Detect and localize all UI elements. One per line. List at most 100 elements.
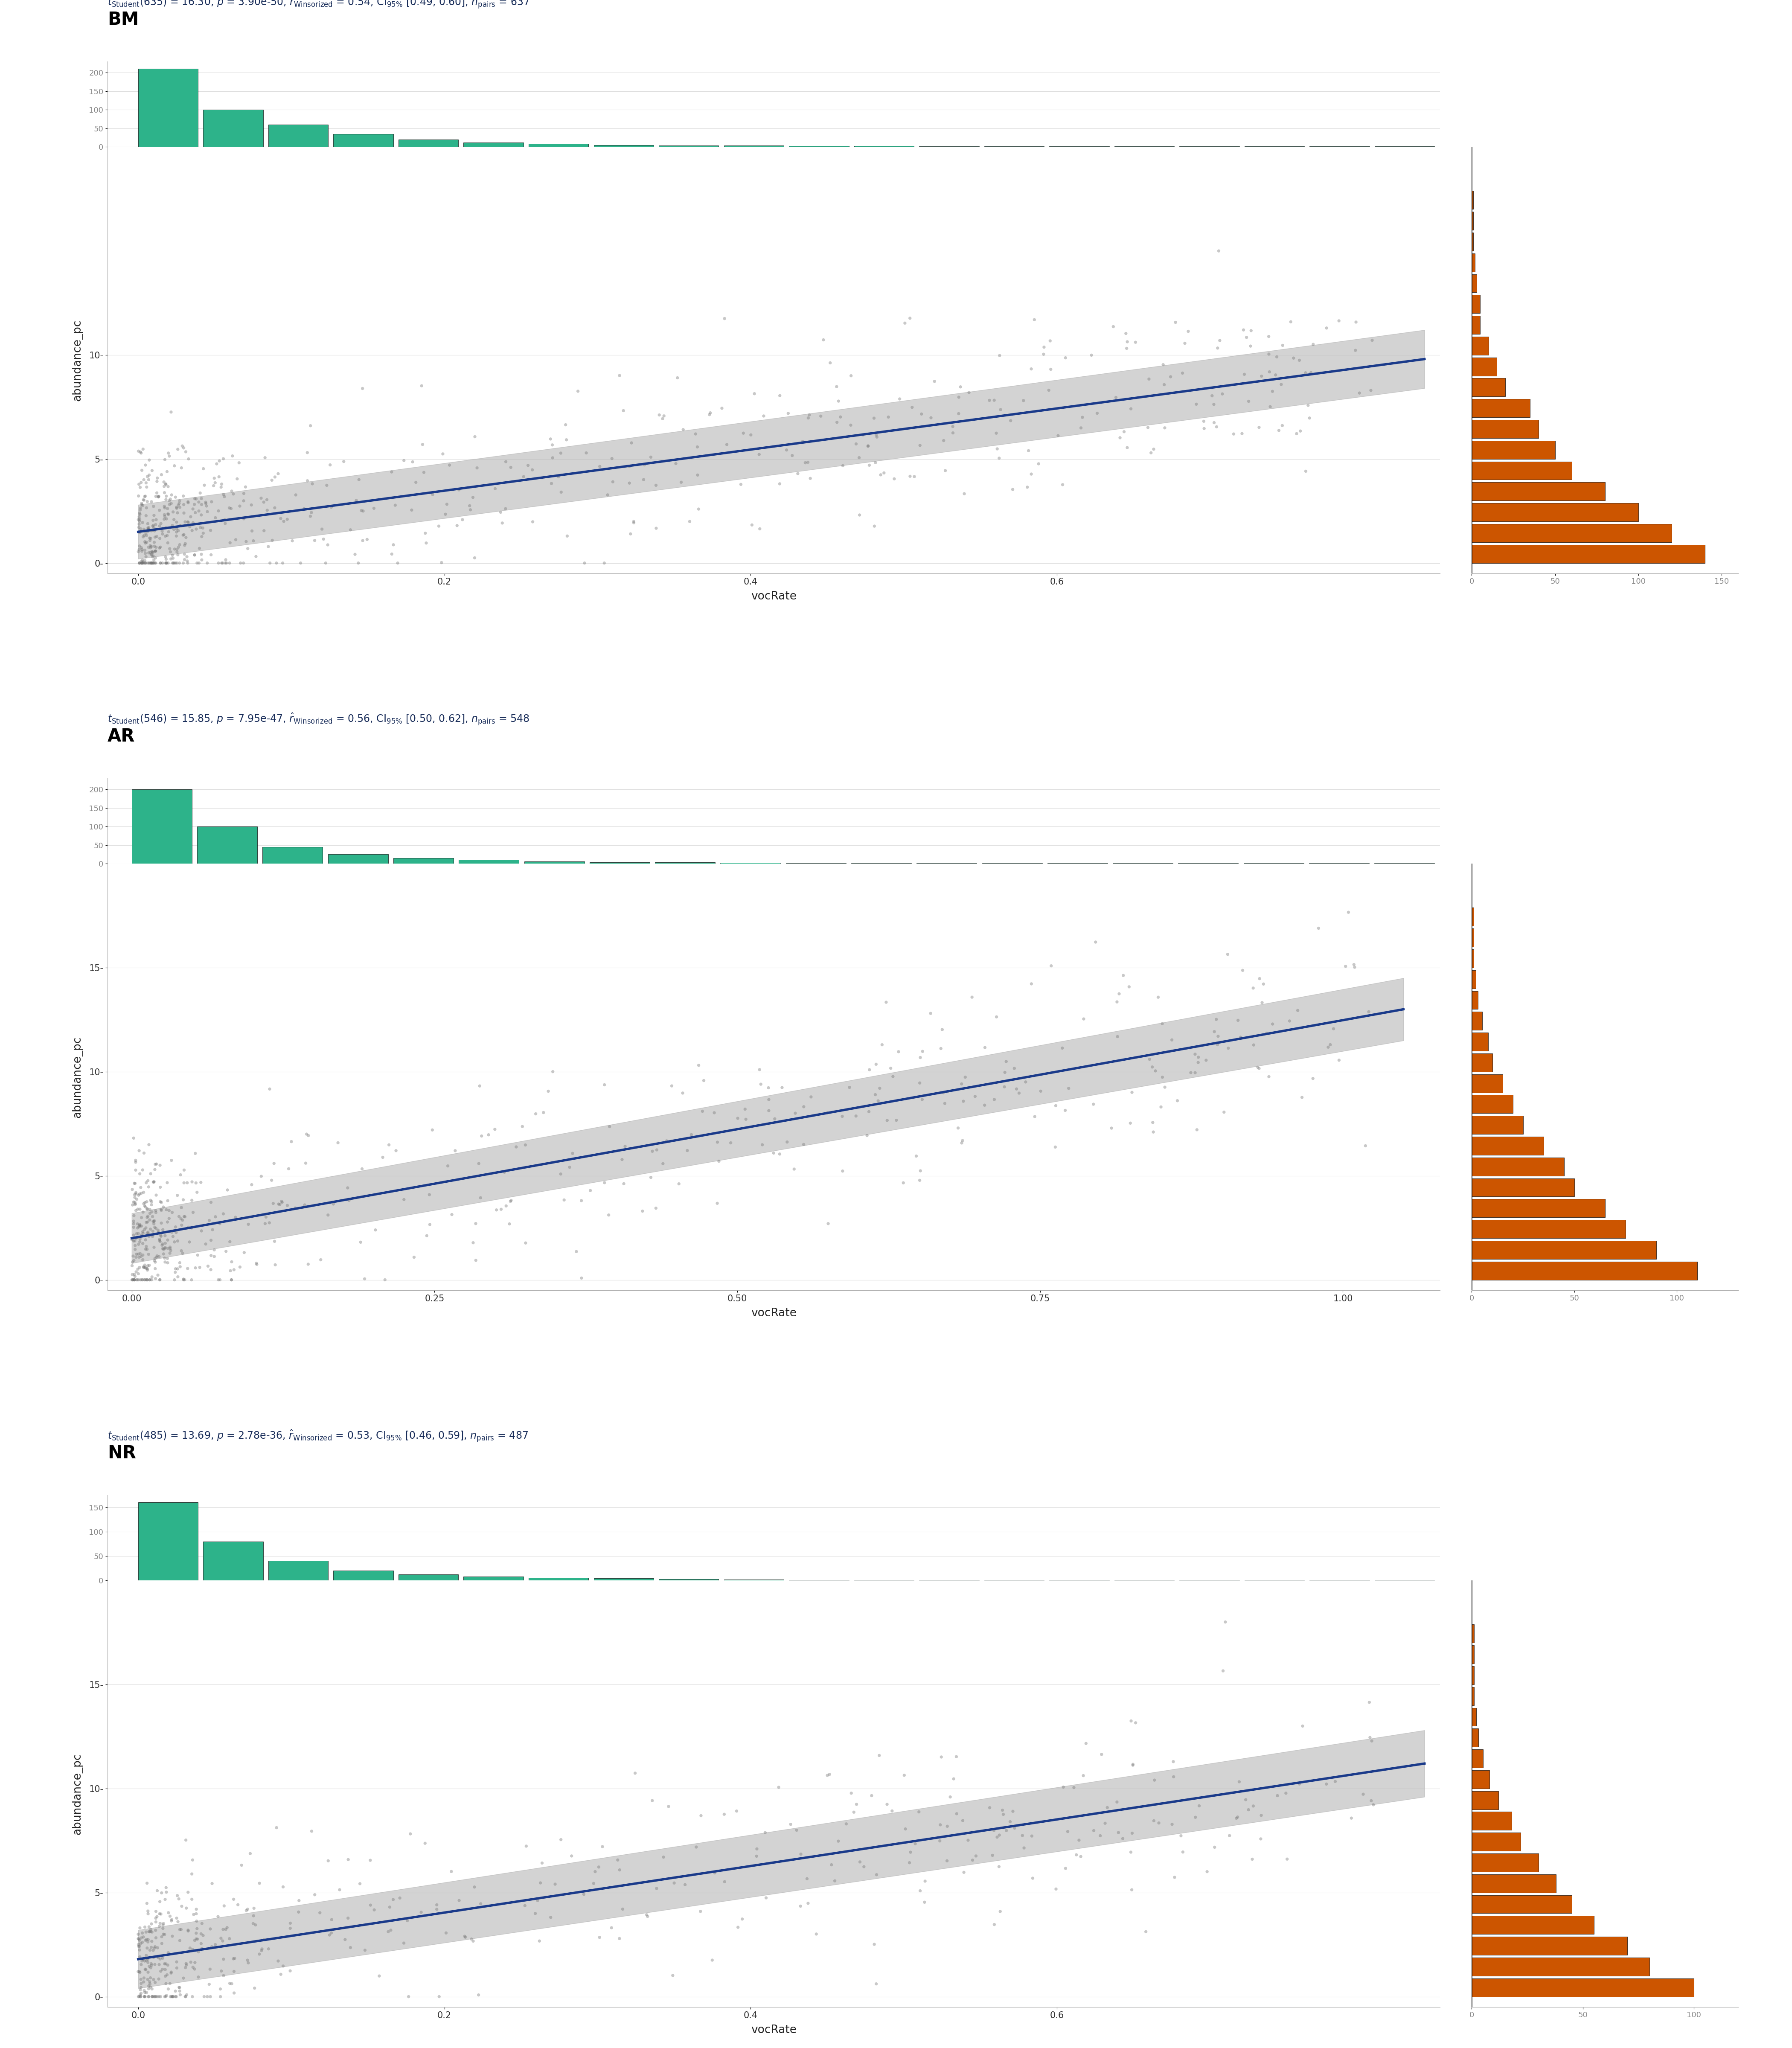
Point bbox=[151, 477, 179, 510]
Point bbox=[713, 428, 742, 461]
Point bbox=[125, 1208, 154, 1241]
Point bbox=[147, 459, 176, 492]
Point bbox=[525, 1925, 554, 1958]
Point bbox=[980, 383, 1009, 416]
Point bbox=[593, 479, 622, 512]
Point bbox=[134, 512, 163, 545]
Bar bbox=[269, 125, 328, 147]
Point bbox=[181, 1917, 210, 1950]
Point bbox=[145, 1264, 174, 1296]
Point bbox=[192, 1227, 220, 1260]
Point bbox=[170, 526, 199, 559]
Point bbox=[633, 1898, 661, 1931]
Point bbox=[444, 1884, 473, 1917]
Point bbox=[211, 1235, 240, 1268]
Point bbox=[1159, 1862, 1188, 1894]
Point bbox=[545, 461, 573, 494]
Point bbox=[272, 1190, 301, 1223]
Point bbox=[134, 1165, 163, 1198]
Point bbox=[263, 1188, 292, 1221]
Point bbox=[1340, 948, 1369, 981]
Point bbox=[131, 1186, 159, 1219]
Point bbox=[511, 1890, 539, 1923]
Point bbox=[129, 1176, 158, 1208]
Point bbox=[159, 547, 188, 580]
Point bbox=[172, 1978, 201, 2011]
Point bbox=[129, 483, 158, 516]
Point bbox=[177, 1858, 206, 1890]
Point bbox=[211, 547, 240, 580]
Point bbox=[129, 1188, 158, 1221]
Point bbox=[124, 434, 152, 467]
Point bbox=[1256, 391, 1285, 424]
Point bbox=[1054, 1071, 1082, 1104]
Point bbox=[120, 1167, 149, 1200]
Point bbox=[588, 1831, 616, 1864]
Point bbox=[174, 506, 202, 539]
Point bbox=[776, 1808, 805, 1841]
Point bbox=[753, 1882, 781, 1915]
Point bbox=[272, 504, 301, 537]
Point bbox=[131, 449, 159, 481]
Point bbox=[138, 547, 167, 580]
Point bbox=[147, 1206, 176, 1239]
Point bbox=[127, 532, 156, 565]
Point bbox=[823, 406, 851, 438]
Point bbox=[581, 1855, 609, 1888]
Point bbox=[168, 430, 197, 463]
Point bbox=[149, 1942, 177, 1974]
Point bbox=[1052, 1851, 1081, 1884]
Point bbox=[167, 510, 195, 543]
Point bbox=[125, 1980, 154, 2013]
Point bbox=[140, 1204, 168, 1237]
Point bbox=[138, 1196, 167, 1229]
Point bbox=[538, 442, 566, 475]
Point bbox=[163, 1880, 192, 1913]
Point bbox=[1147, 1092, 1176, 1124]
Point bbox=[138, 547, 167, 580]
Point bbox=[142, 1196, 170, 1229]
Point bbox=[262, 1249, 290, 1282]
Point bbox=[754, 1071, 783, 1104]
Point bbox=[125, 471, 154, 504]
Point bbox=[228, 1849, 256, 1882]
Point bbox=[1018, 1819, 1047, 1851]
Point bbox=[125, 508, 154, 541]
Point bbox=[165, 1882, 194, 1915]
Point bbox=[251, 1206, 280, 1239]
Point bbox=[1059, 1772, 1088, 1804]
Point bbox=[229, 502, 258, 535]
Point bbox=[258, 463, 287, 496]
Point bbox=[260, 492, 289, 524]
Point bbox=[1038, 950, 1066, 983]
Point bbox=[1224, 1004, 1253, 1036]
Bar bbox=[464, 141, 523, 147]
Point bbox=[156, 1235, 185, 1268]
Point bbox=[183, 1905, 211, 1937]
Point bbox=[120, 1122, 149, 1155]
Point bbox=[434, 1149, 462, 1182]
Point bbox=[828, 1155, 857, 1188]
Point bbox=[181, 1251, 210, 1284]
Point bbox=[124, 1264, 152, 1296]
Point bbox=[142, 1905, 170, 1937]
Point bbox=[181, 496, 210, 528]
Point bbox=[806, 399, 835, 432]
Point bbox=[944, 381, 973, 414]
Point bbox=[412, 1219, 441, 1251]
Point bbox=[136, 1952, 165, 1985]
Point bbox=[1149, 348, 1177, 381]
Bar bbox=[1471, 1874, 1555, 1892]
Point bbox=[159, 532, 188, 565]
Point bbox=[136, 1970, 165, 2003]
Point bbox=[120, 1260, 149, 1292]
Point bbox=[133, 485, 161, 518]
Point bbox=[122, 1178, 151, 1210]
Point bbox=[149, 1909, 177, 1942]
Point bbox=[281, 479, 310, 512]
Point bbox=[185, 1960, 213, 1993]
Point bbox=[1314, 1030, 1342, 1063]
Point bbox=[344, 463, 373, 496]
Point bbox=[814, 1759, 842, 1792]
Point bbox=[120, 1233, 149, 1266]
